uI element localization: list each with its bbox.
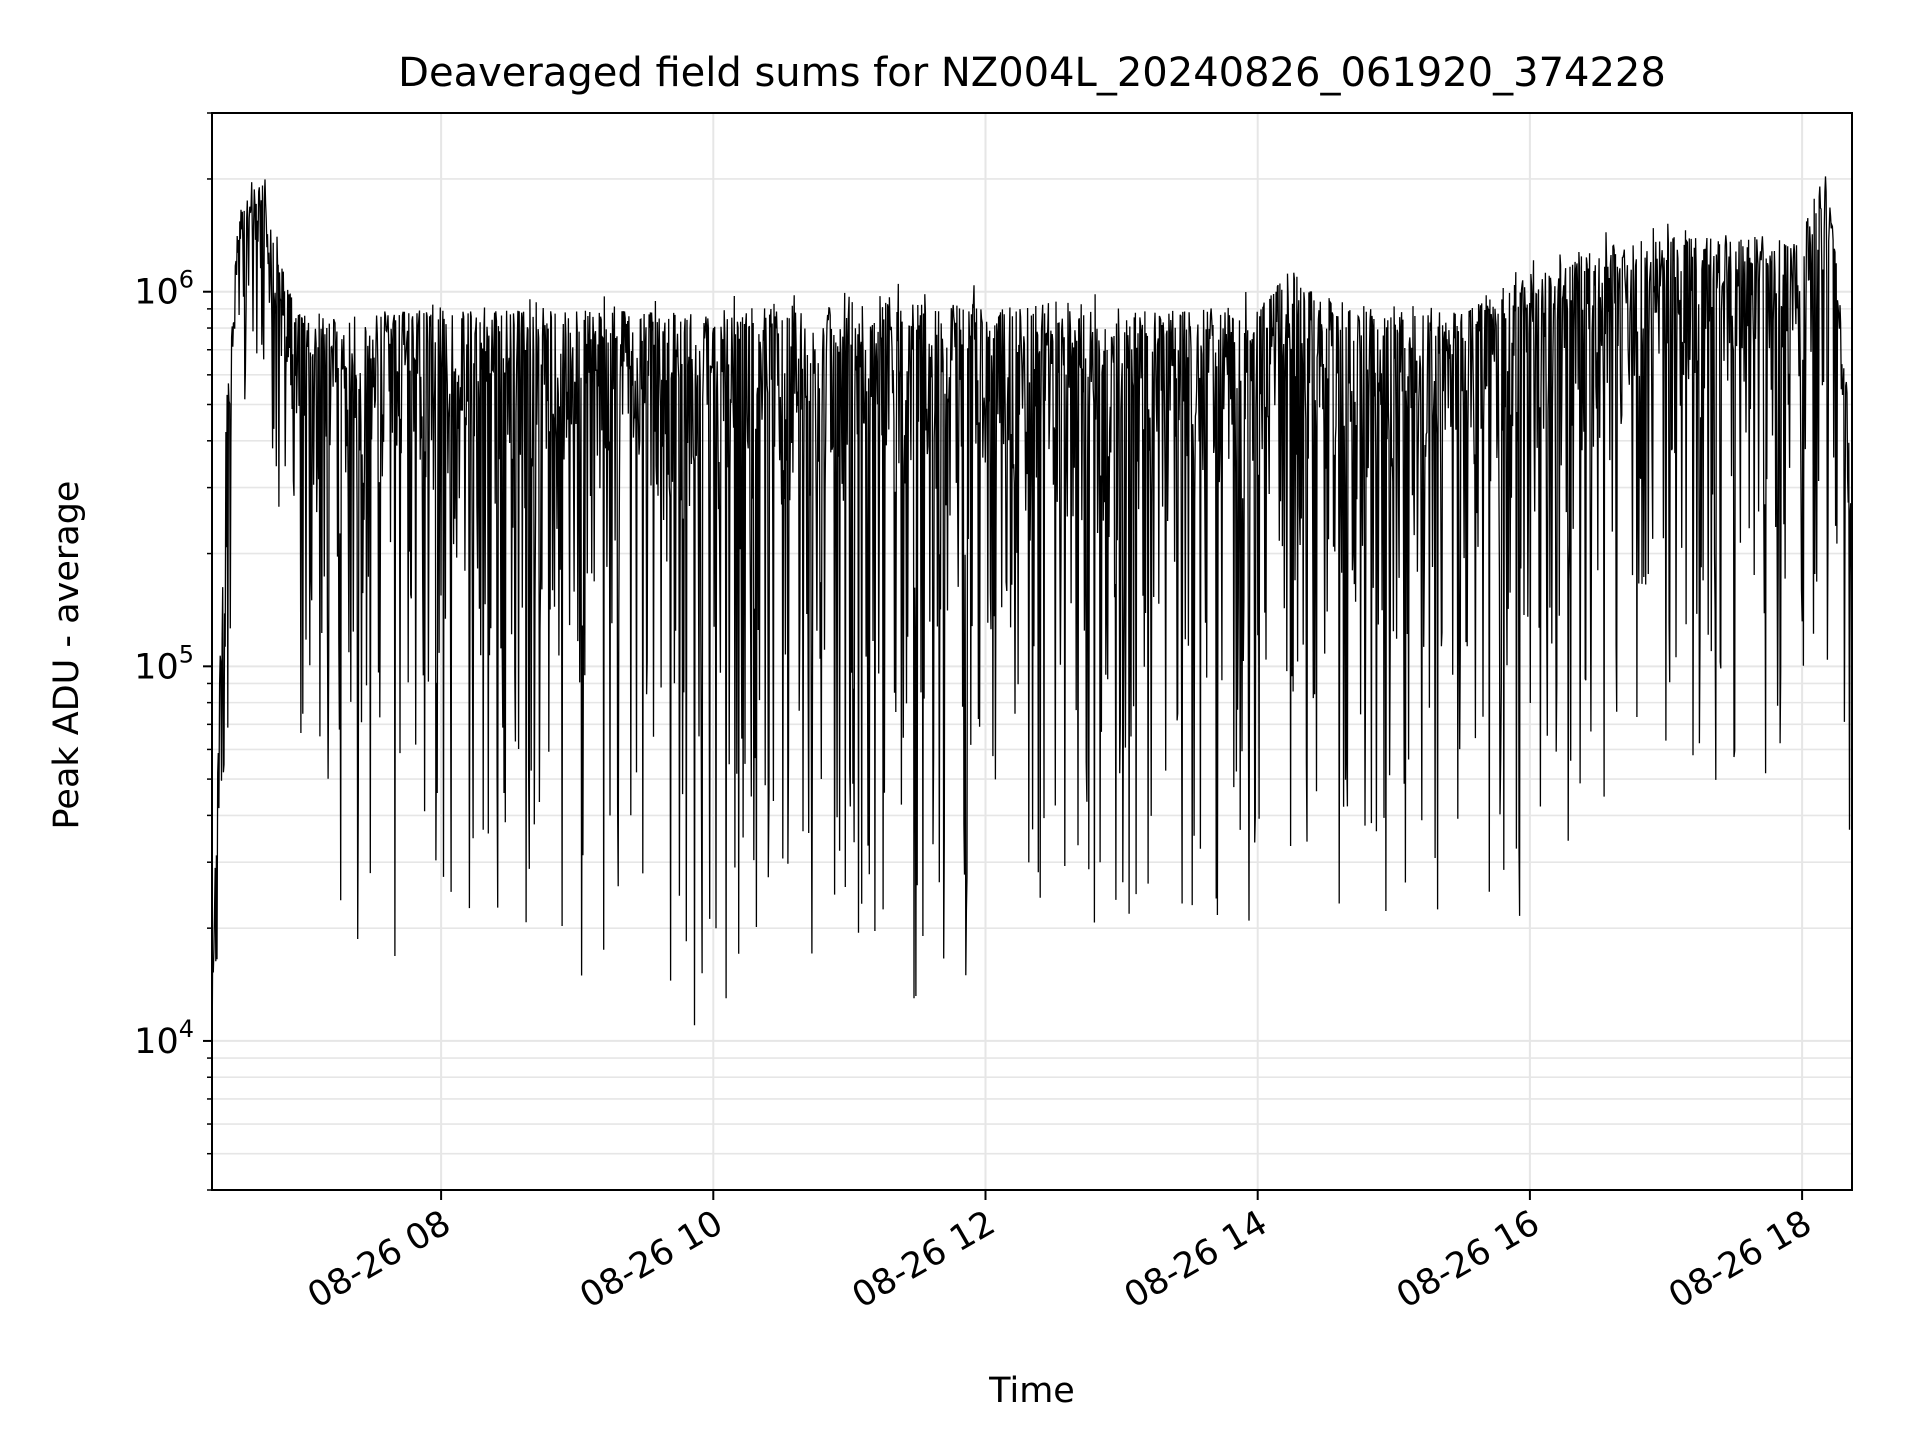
y-tick-label: 104	[134, 1015, 194, 1062]
x-axis-label: Time	[988, 1371, 1075, 1411]
y-tick-exponent: 4	[179, 1015, 194, 1043]
plot-frame	[211, 112, 1853, 1191]
y-axis-label: Peak ADU - average	[47, 481, 87, 830]
y-tick-base: 10	[134, 647, 179, 687]
y-tick-label: 105	[134, 640, 194, 687]
y-tick-exponent: 6	[179, 266, 194, 294]
y-tick-base: 10	[134, 273, 179, 313]
y-tick-exponent: 5	[179, 640, 194, 668]
y-tick-label: 106	[134, 266, 194, 313]
chart-title: Deaveraged field sums for NZ004L_2024082…	[398, 50, 1666, 96]
plot-area	[211, 176, 1853, 1072]
y-tick-base: 10	[134, 1022, 179, 1062]
data-series-line	[211, 176, 1853, 1072]
